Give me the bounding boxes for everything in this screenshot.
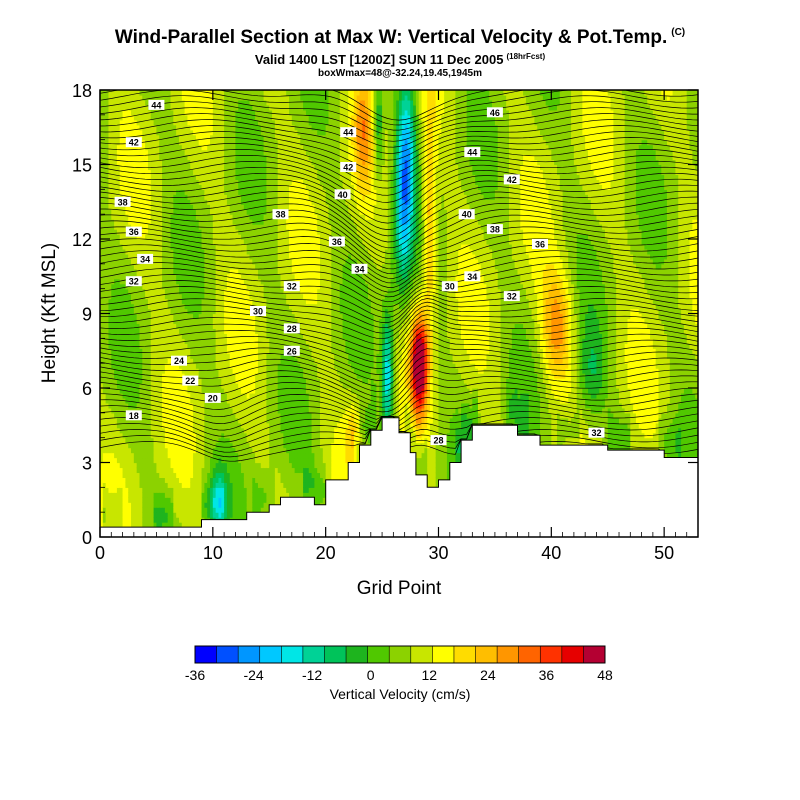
cross-section-chart: 4442383634323028262422201838363432444240…	[0, 0, 800, 800]
